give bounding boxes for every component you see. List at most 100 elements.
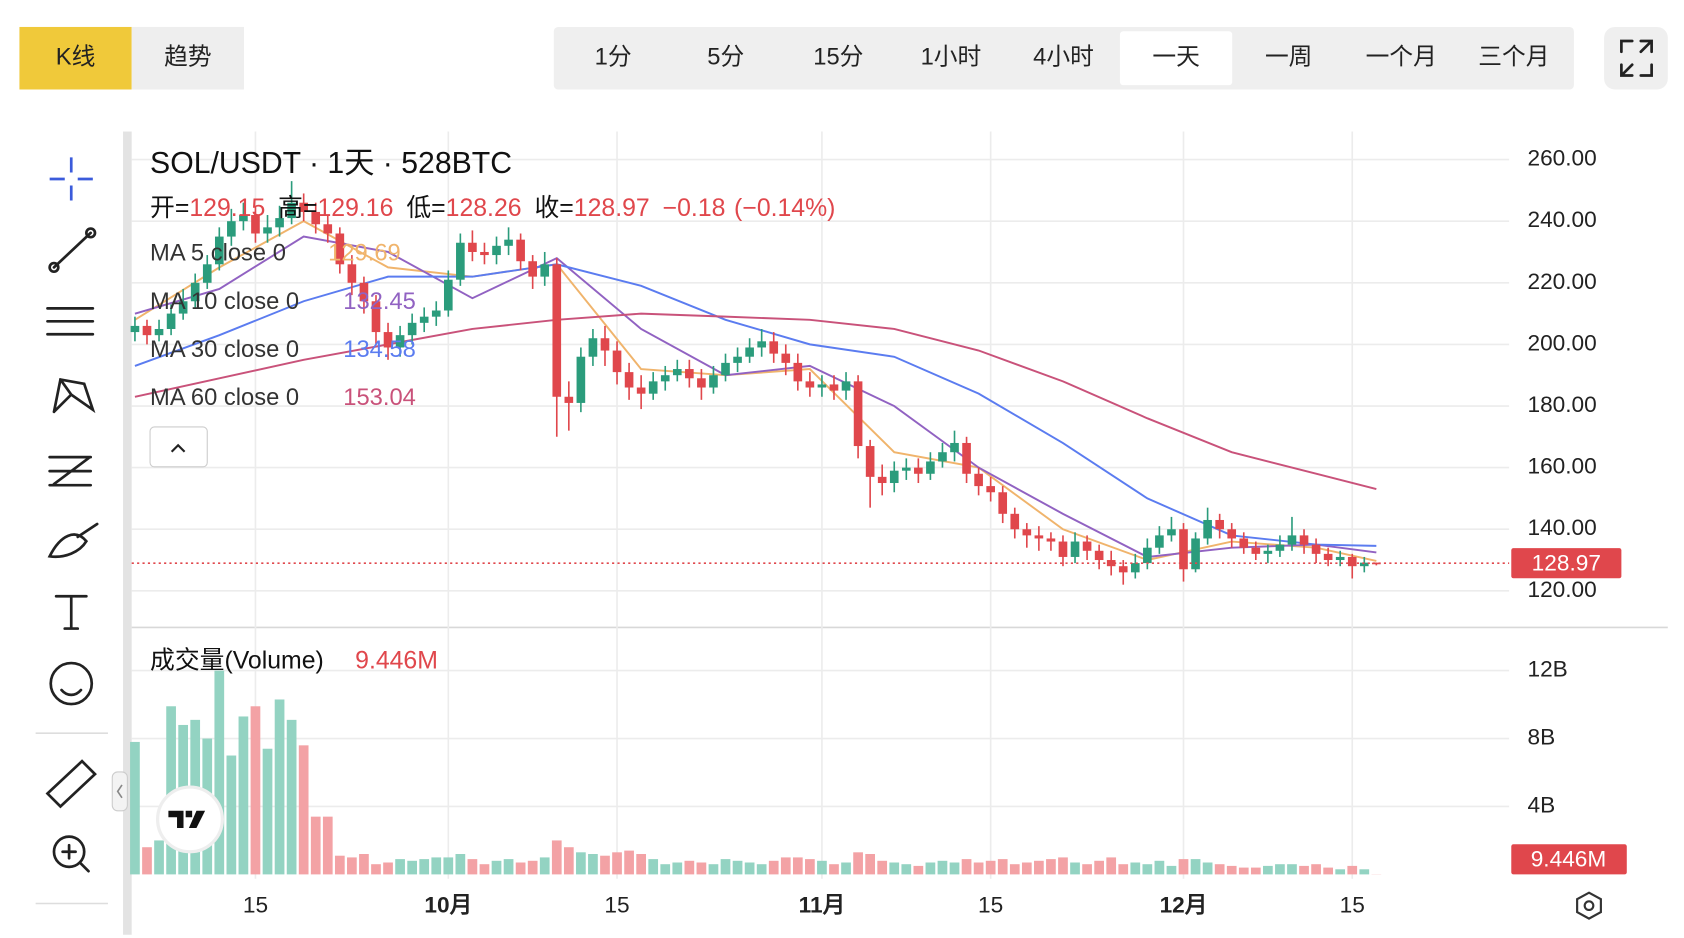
volume-bar — [262, 748, 273, 875]
volume-bar — [576, 852, 586, 875]
collapse-tab[interactable] — [111, 771, 128, 812]
pattern-tool[interactable] — [52, 377, 96, 414]
volume-bar — [925, 862, 936, 875]
candle-body — [359, 282, 369, 302]
candle-body — [853, 381, 863, 447]
settings-icon-dot — [1583, 900, 1595, 912]
fullscreen-button[interactable] — [1604, 26, 1668, 90]
volume-bar — [1094, 860, 1104, 875]
tools-panel-border — [123, 131, 132, 935]
candle-body — [1323, 553, 1333, 561]
interval-label[interactable]: 1分 — [595, 43, 632, 70]
candle-body — [431, 310, 441, 317]
volume-bar — [1106, 857, 1117, 875]
volume-bar — [383, 862, 393, 875]
volume-bar — [672, 862, 683, 875]
zoom-tool[interactable] — [52, 835, 86, 869]
x-tick-label: 12月 — [1160, 892, 1208, 918]
legend-collapse-icon — [170, 443, 186, 453]
candle-body — [1143, 547, 1152, 564]
lines-tool[interactable] — [46, 307, 95, 336]
ma-legend-name: MA 10 close 0 — [150, 289, 299, 315]
x-tick-label: 15 — [1340, 892, 1365, 918]
interval-label[interactable]: 一天 — [1152, 44, 1199, 70]
volume-bar — [1142, 864, 1153, 875]
candle-body — [311, 211, 321, 225]
ma-legend-name: MA 60 close 0 — [150, 385, 299, 411]
interval-label[interactable]: 15分 — [813, 43, 863, 70]
volume-bar — [756, 864, 767, 875]
tab-label: 趋势 — [164, 43, 211, 70]
candle-body — [130, 325, 140, 333]
line-tool-dot — [85, 227, 97, 239]
candles — [130, 181, 1381, 585]
candle-body — [564, 396, 574, 403]
chart-title: SOL/USDT · 1天 · 528BTC — [150, 147, 512, 180]
interval-bar — [553, 26, 1574, 90]
candle-body — [1010, 513, 1020, 530]
candle-body — [962, 442, 971, 474]
volume-bar — [1238, 867, 1249, 875]
candle-body — [492, 245, 501, 256]
candle-body — [214, 236, 224, 265]
ma-legend-value: 153.04 — [343, 385, 416, 411]
candle-body — [1275, 544, 1285, 551]
volume-bar — [1275, 864, 1285, 875]
candle-body — [998, 492, 1008, 514]
y-tick-label: 140.00 — [1527, 514, 1596, 540]
volume-bar — [1263, 865, 1273, 875]
brush-tool[interactable] — [47, 522, 99, 559]
volume-bar — [913, 865, 924, 875]
fib-tool[interactable] — [48, 455, 93, 487]
tab[interactable] — [131, 26, 244, 90]
candle-body — [178, 301, 188, 314]
ma-legend-name: MA 5 close 0 — [150, 241, 286, 267]
volume-bar — [624, 850, 634, 875]
low-label: 低= — [406, 194, 445, 222]
line-tool-dot — [48, 261, 60, 274]
open-label: 开= — [150, 195, 189, 222]
volume-bar — [973, 862, 984, 875]
volume-bar — [901, 864, 912, 875]
volume-bar — [997, 859, 1008, 875]
candle-body — [1263, 550, 1273, 554]
interval-label[interactable]: 一周 — [1265, 44, 1312, 70]
candle-body — [648, 381, 658, 394]
interval-selected[interactable] — [1119, 31, 1233, 86]
crosshair-tool[interactable] — [49, 157, 93, 201]
candle-body — [1046, 538, 1056, 542]
interval-label[interactable]: 三个月 — [1478, 44, 1549, 70]
volume-bar — [937, 860, 948, 875]
ruler-tool[interactable] — [45, 759, 97, 809]
volume-bar — [1058, 857, 1068, 875]
volume-title: 成交量(Volume) — [150, 647, 324, 675]
interval-label[interactable]: 1小时 — [921, 43, 982, 70]
line-tool[interactable] — [52, 231, 93, 269]
candle-body — [624, 372, 634, 388]
interval-label[interactable]: 4小时 — [1033, 43, 1094, 70]
tab-label: K线 — [56, 43, 96, 70]
open-value: 129.15 — [189, 195, 265, 222]
volume-bar — [720, 859, 731, 875]
logo — [155, 785, 224, 854]
candle-body — [456, 242, 465, 280]
ma-legend-name: MA 30 close 0 — [150, 337, 299, 363]
tab[interactable] — [19, 26, 132, 90]
candle-body — [733, 356, 742, 363]
volume-bar — [961, 859, 972, 875]
settings-icon[interactable] — [1576, 891, 1602, 920]
fullscreen-icon — [1620, 39, 1653, 77]
emoji-tool[interactable] — [49, 661, 94, 706]
volume-bar — [1021, 862, 1032, 875]
candle-body — [1155, 535, 1164, 548]
candle-body — [588, 338, 598, 357]
volume-bar — [600, 855, 610, 875]
candle-body — [1070, 541, 1080, 557]
candle-body — [1191, 538, 1200, 570]
labels: 120.00 140.00 160.00 180.00 200.00 220.00 240.… — [131, 145, 1627, 918]
text-tool[interactable] — [54, 594, 88, 630]
interval-label[interactable]: 一个月 — [1366, 44, 1437, 70]
interval-label[interactable]: 5分 — [707, 43, 744, 70]
candle-body — [950, 442, 959, 453]
